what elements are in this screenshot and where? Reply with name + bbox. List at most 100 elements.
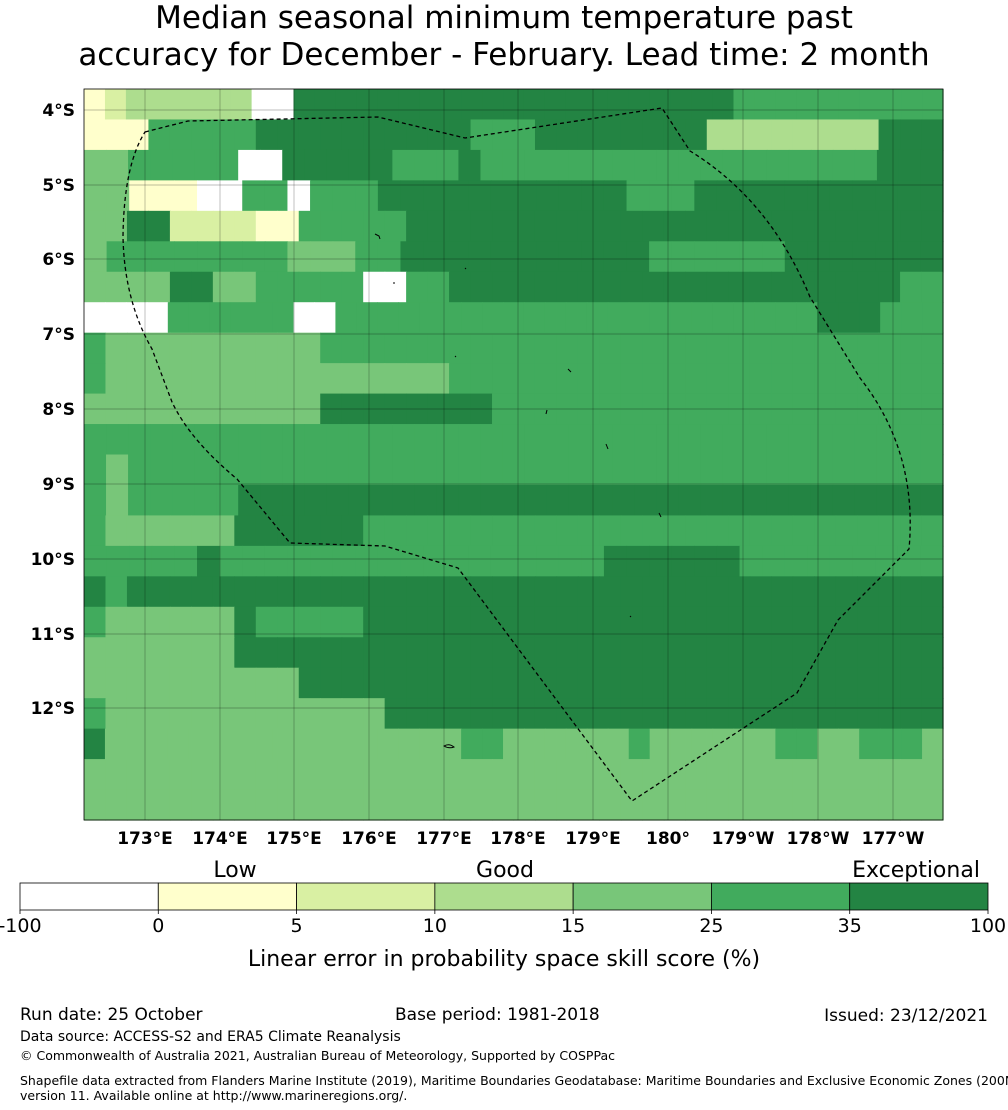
grid-cell: [449, 363, 472, 395]
grid-cell: [857, 271, 880, 303]
grid-cell: [762, 241, 786, 273]
grid-cell: [468, 545, 492, 577]
grid-cell: [363, 759, 386, 791]
grid-cell: [612, 149, 636, 181]
grid-cell: [255, 759, 278, 791]
grid-cell: [810, 149, 834, 181]
grid-cell: [749, 332, 772, 364]
grid-cell: [445, 241, 469, 273]
grid-cell: [921, 698, 944, 730]
lat-tick-label: 10°S: [31, 550, 75, 570]
grid-cell: [878, 789, 901, 821]
lat-tick-label: 5°S: [42, 176, 75, 196]
grid-cell: [556, 576, 579, 608]
grid-cell: [406, 393, 429, 425]
grid-cell: [771, 119, 794, 151]
grid-cell: [875, 241, 899, 273]
grid-cell: [449, 515, 472, 547]
grid-cell: [792, 210, 815, 242]
grid-cell: [656, 149, 680, 181]
grid-cell: [706, 637, 729, 669]
grid-cell: [832, 484, 856, 517]
grid-cell: [814, 515, 837, 547]
grid-cell: [209, 89, 232, 121]
grid-cell: [234, 576, 257, 608]
grid-cell: [341, 667, 364, 699]
grid-cell: [728, 789, 751, 821]
grid-cell: [620, 363, 643, 395]
grid-cell: [620, 210, 643, 242]
grid-cell: [712, 89, 735, 121]
grid-cell: [900, 332, 923, 364]
grid-cell: [320, 576, 343, 608]
grid-cell: [749, 393, 772, 425]
grid-cell: [663, 515, 686, 547]
grid-cell: [534, 789, 558, 821]
grid-cell: [878, 637, 901, 669]
grid-cell: [470, 332, 493, 364]
grid-cell: [744, 454, 768, 486]
grid-cell: [921, 667, 944, 699]
grid-cell: [209, 302, 232, 334]
grid-cell: [105, 393, 128, 425]
grid-cell: [332, 241, 356, 273]
grid-cell: [878, 119, 901, 151]
grid-cell: [857, 515, 880, 547]
grid-cell: [513, 393, 536, 425]
graticule: [84, 89, 943, 820]
grid-cell: [167, 89, 190, 121]
grid-cell: [105, 271, 128, 303]
grid-cell: [706, 789, 729, 821]
colorbar-segment: [296, 882, 436, 911]
grid-cell: [470, 759, 493, 791]
grid-cell: [298, 576, 321, 608]
grid-cell: [838, 89, 860, 121]
grid-cell: [298, 789, 321, 821]
grid-cell: [384, 576, 407, 608]
grid-cell: [492, 271, 515, 303]
grid-cell: [766, 149, 790, 181]
grid-cell: [685, 637, 708, 669]
grid-cell: [792, 515, 815, 547]
grid-cell: [607, 302, 630, 334]
grid-cell: [363, 210, 386, 242]
grid-cell: [524, 424, 548, 456]
grid-cell: [255, 667, 278, 699]
grid-cell: [427, 667, 450, 699]
grid-cell: [188, 728, 211, 760]
grid-cell: [771, 363, 794, 395]
grid-cell: [341, 637, 364, 669]
grid-cell: [556, 515, 579, 547]
grid-cell: [326, 424, 349, 456]
grid-cell: [335, 728, 357, 760]
grid-cell: [810, 484, 834, 517]
colorbar-tick-label: 0: [152, 915, 164, 937]
grid-cell: [298, 606, 321, 638]
grid-cell: [878, 332, 901, 364]
grid-cell: [878, 606, 901, 638]
grid-cell: [546, 454, 570, 486]
grid-cell: [921, 332, 944, 364]
grid-cell: [449, 210, 472, 242]
grid-cell: [788, 454, 812, 486]
grid-cell: [920, 149, 944, 181]
grid-cell: [722, 424, 746, 456]
grid-cell: [470, 210, 493, 242]
grid-cell: [922, 302, 944, 334]
grid-cell: [482, 728, 504, 760]
grid-cell: [219, 545, 243, 577]
grid-cell: [230, 302, 253, 334]
grid-cell: [480, 484, 504, 517]
grid-cell: [191, 606, 214, 638]
grid-cell: [304, 454, 327, 486]
grid-cell: [691, 89, 714, 121]
grid-cell: [634, 484, 658, 517]
grid-cell: [671, 241, 695, 273]
grid-cell: [84, 241, 108, 273]
grid-cell: [792, 332, 815, 364]
grid-cell: [148, 393, 171, 425]
grid-cell: [663, 271, 686, 303]
lat-tick-label: 9°S: [42, 475, 75, 495]
grid-cell: [128, 424, 151, 456]
colorbar-tick-label: 10: [423, 915, 447, 937]
